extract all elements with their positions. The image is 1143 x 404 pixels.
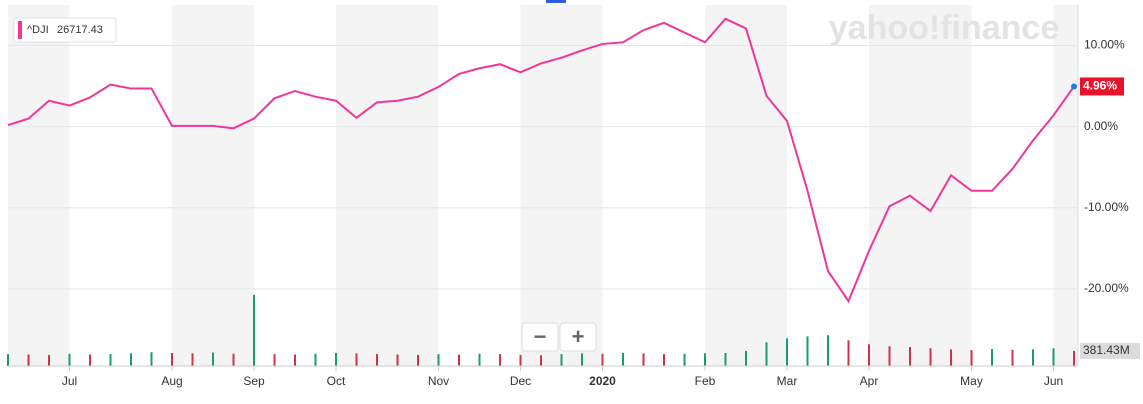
volume-bar <box>622 352 624 366</box>
volume-bar <box>150 352 153 366</box>
volume-bar <box>273 354 276 366</box>
band <box>869 5 972 366</box>
y-tick-label: 10.00% <box>1084 38 1125 52</box>
volume-bar <box>376 354 378 366</box>
x-tick-label: Dec <box>510 374 531 388</box>
price-line <box>7 17 1075 304</box>
legend-value: 26717.43 <box>57 24 103 36</box>
x-tick-label: Jun <box>1044 374 1063 388</box>
zoom-button-label[interactable]: − <box>534 324 547 349</box>
band <box>336 5 439 366</box>
volume-bar <box>417 354 419 366</box>
x-tick-label: Apr <box>860 374 879 388</box>
volume-bar <box>1052 348 1055 366</box>
x-tick-label: Feb <box>695 374 716 388</box>
volume-tag: 381.43M <box>1083 343 1130 357</box>
volume-bar <box>929 348 932 366</box>
x-tick-label: Nov <box>428 374 449 388</box>
legend-swatch <box>18 21 22 39</box>
volume-bar <box>868 344 870 366</box>
x-tick-label: Sep <box>243 374 265 388</box>
volume-bar <box>171 352 173 366</box>
volume-bar <box>1011 349 1014 366</box>
volume-bar <box>724 352 727 366</box>
volume-tag-bg <box>1080 342 1140 359</box>
volume-bar <box>396 354 399 366</box>
volume-bar <box>499 354 501 366</box>
volume-bar <box>683 353 686 366</box>
volume-bar <box>212 352 214 366</box>
volume-bar <box>950 349 952 366</box>
x-tick-label: Jul <box>62 374 77 388</box>
volume-bar <box>48 354 50 366</box>
zoom-button[interactable] <box>521 322 559 352</box>
volume-bar <box>765 342 768 366</box>
volume-bar <box>314 353 317 366</box>
volume-bar <box>335 352 337 366</box>
watermark: yahoo!finance <box>829 9 1059 47</box>
volume-bar <box>27 354 30 366</box>
y-tick-label: 0.00% <box>1084 119 1118 133</box>
volume-bar <box>109 354 112 366</box>
volume-bar <box>458 354 460 366</box>
x-tick-label: 2020 <box>589 374 616 388</box>
bands <box>8 5 1078 366</box>
zoom-controls: − + <box>521 322 597 352</box>
volume-bar <box>7 354 9 366</box>
volume-bar <box>642 353 645 366</box>
volume-bar <box>909 347 911 366</box>
volume-bar <box>786 338 788 366</box>
volume-bar <box>847 340 850 366</box>
volume-bar <box>581 353 583 366</box>
volume-bar <box>294 354 296 366</box>
y-tick-label: -20.00% <box>1084 281 1129 295</box>
volume-bar <box>355 353 358 366</box>
volume-bar <box>437 354 440 366</box>
legend-box <box>13 17 117 43</box>
volume-bar <box>1073 350 1075 366</box>
last-point <box>1071 83 1077 90</box>
band <box>520 5 603 366</box>
volume-bar <box>827 335 829 366</box>
x-tick-label: Mar <box>777 374 798 388</box>
price-tag: 4.96% <box>1083 79 1117 93</box>
volume-bar <box>540 355 542 366</box>
x-tick-label: May <box>960 374 983 388</box>
volume-bar <box>89 354 91 366</box>
volume-bar <box>478 353 481 366</box>
volume-bar <box>191 353 194 366</box>
price-tag-bg <box>1080 77 1124 96</box>
y-tick-label: -10.00% <box>1084 200 1129 214</box>
volume-bar <box>519 354 522 366</box>
volume-bar <box>663 354 665 366</box>
top-marker <box>546 0 566 3</box>
band <box>1053 5 1078 366</box>
volume-bar <box>601 353 604 366</box>
legend-name: ^DJI <box>27 24 49 36</box>
x-tick-label: Aug <box>161 374 182 388</box>
band <box>172 5 254 366</box>
zoom-button[interactable] <box>559 322 597 352</box>
band <box>8 5 70 366</box>
volume-bar <box>704 353 706 366</box>
volume-bar <box>68 353 71 366</box>
volume-bar <box>888 346 891 366</box>
volume-bar <box>806 336 809 366</box>
volume-bar <box>991 349 993 366</box>
volume-bar <box>130 353 132 366</box>
volume-bar <box>560 354 563 366</box>
volume-bar <box>232 353 235 366</box>
volume-bar <box>1032 349 1034 366</box>
volume-bar <box>745 350 747 366</box>
volume-bar <box>253 294 255 366</box>
zoom-button-label[interactable]: + <box>572 324 585 349</box>
x-tick-label: Oct <box>327 374 346 388</box>
band <box>705 5 787 366</box>
volume-bar <box>970 350 973 366</box>
legend: ^DJI 26717.43 <box>13 17 117 43</box>
